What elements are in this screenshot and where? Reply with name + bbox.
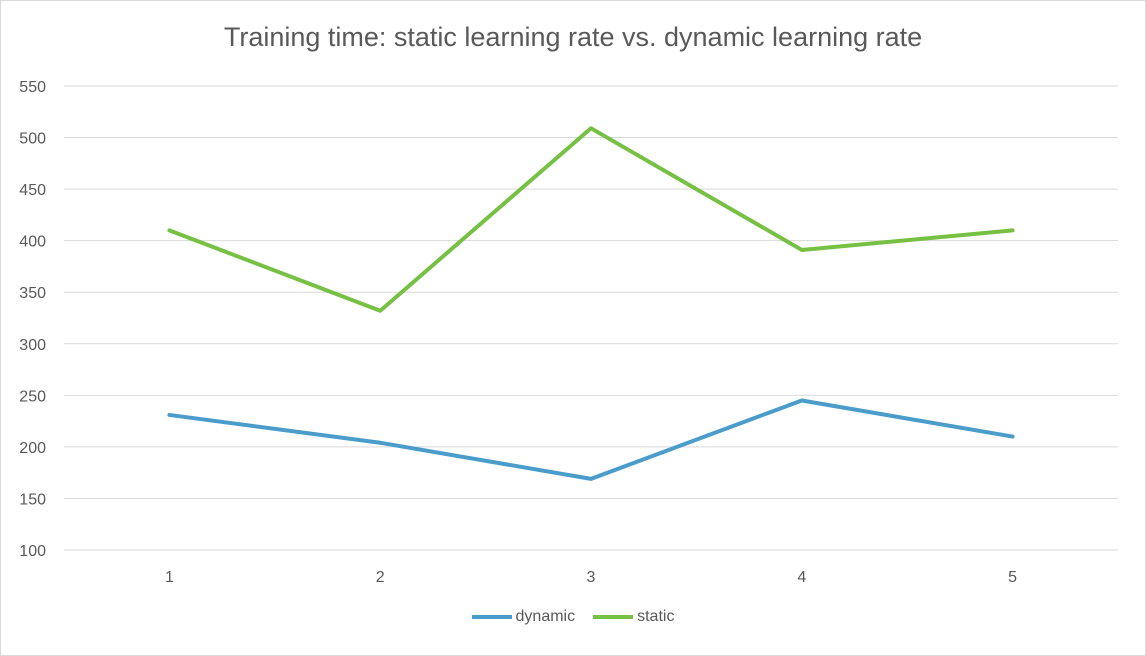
series-lines <box>167 126 1015 481</box>
x-tick-label: 4 <box>797 569 806 586</box>
legend-item-static: static <box>593 608 674 626</box>
legend-label-dynamic: dynamic <box>515 608 576 625</box>
y-tick-label: 550 <box>19 79 46 96</box>
y-tick-label: 400 <box>19 234 46 251</box>
y-tick-label: 150 <box>19 491 46 508</box>
x-tick-label: 5 <box>1008 569 1017 586</box>
legend-swatch-dynamic <box>471 615 512 619</box>
legend-item-dynamic: dynamic <box>471 608 576 626</box>
x-tick-label: 2 <box>376 569 385 586</box>
y-tick-label: 250 <box>19 388 46 405</box>
legend-swatch-static <box>593 615 634 619</box>
y-axis-ticks: 550 500 450 400 350 300 250 200 150 100 <box>19 79 46 560</box>
y-tick-label: 100 <box>19 543 46 560</box>
x-tick-label: 3 <box>587 569 596 586</box>
legend: dynamic static <box>0 608 1146 626</box>
y-tick-label: 200 <box>19 440 46 457</box>
chart-title: Training time: static learning rate vs. … <box>223 22 923 52</box>
series-line-dynamic <box>167 398 1015 481</box>
y-tick-label: 450 <box>19 182 46 199</box>
y-tick-label: 350 <box>19 285 46 302</box>
y-tick-label: 300 <box>19 337 46 354</box>
series-line-static <box>167 126 1015 313</box>
x-tick-label: 1 <box>165 569 174 586</box>
y-tick-label: 500 <box>19 131 46 148</box>
gridlines <box>64 85 1118 551</box>
legend-label-static: static <box>637 608 675 625</box>
x-axis-ticks: 1 2 3 4 5 <box>165 569 1017 586</box>
